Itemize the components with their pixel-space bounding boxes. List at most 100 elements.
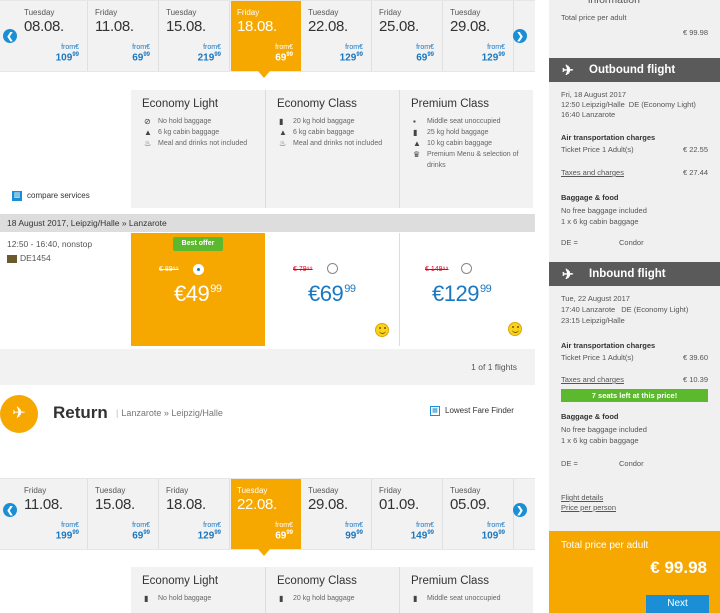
date-cell[interactable]: Tuesday 22.08. from€ 6999 bbox=[231, 479, 301, 549]
date: 22.08. bbox=[237, 496, 277, 513]
return-fare-class-column: Premium Class ▮ Middle seat unoccupied bbox=[399, 567, 533, 613]
fare-feature: ▮ 25 kg hold baggage bbox=[413, 128, 489, 137]
outbound-date-strip: Tuesday 08.08. from€ 10999 Friday 11.08. from€… bbox=[0, 0, 535, 72]
flight-details-link[interactable]: Flight details bbox=[561, 493, 604, 502]
takeoff-plane-icon: ✈ bbox=[562, 62, 574, 78]
date-cell[interactable]: Friday 01.09. from€ 14999 bbox=[373, 479, 443, 549]
weekday: Friday bbox=[24, 486, 47, 495]
date-cell[interactable]: Friday 25.08. from€ 6999 bbox=[373, 1, 443, 71]
date: 18.08. bbox=[166, 496, 206, 513]
inbound-date: Tue, 22 August 2017 bbox=[561, 294, 630, 303]
feature-icon: ▮ bbox=[279, 594, 284, 603]
baggage-title: Baggage & food bbox=[561, 193, 619, 202]
date: 11.08. bbox=[24, 496, 63, 513]
date-price: 21999 bbox=[197, 52, 221, 64]
fare-feature: ▪ Middle seat unoccupied bbox=[413, 117, 501, 126]
date-cell[interactable]: Friday 11.08. from€ 19999 bbox=[18, 479, 88, 549]
price-per-person-link[interactable]: Price per person bbox=[561, 503, 617, 512]
next-button[interactable]: Next bbox=[646, 595, 709, 613]
from-label: from€ bbox=[275, 522, 293, 529]
fare-radio[interactable] bbox=[461, 263, 472, 274]
fare-economy-class[interactable]: € 79⁹⁹ €6999 bbox=[266, 233, 400, 346]
date-price: 6999 bbox=[416, 52, 434, 64]
inbound-dep-row: 17:40 Lanzarote DE (Economy Light) bbox=[561, 305, 689, 314]
next-dates-arrow-icon[interactable]: ❯ bbox=[513, 29, 527, 43]
taxes-link[interactable]: Taxes and charges bbox=[561, 168, 624, 177]
taxes-value: € 27.44 bbox=[682, 168, 708, 177]
date-cell[interactable]: Friday 11.08. from€ 6999 bbox=[89, 1, 159, 71]
fare-economy-light[interactable]: Best offer € 89⁹⁹ €4999 bbox=[131, 233, 265, 346]
baggage-line: No free baggage included bbox=[561, 206, 647, 215]
return-title: Return bbox=[53, 403, 108, 422]
suitcase-icon: ▮ bbox=[413, 128, 418, 137]
compare-services-link[interactable]: ▥ compare services bbox=[12, 191, 90, 201]
total-price-footer: Total price per adult € 99.98 Next bbox=[549, 531, 720, 613]
prev-return-dates-arrow-icon[interactable]: ❮ bbox=[3, 503, 17, 517]
weekday: Tuesday bbox=[95, 486, 126, 495]
total-label: Total price per adult bbox=[561, 13, 627, 22]
date: 29.08. bbox=[308, 496, 348, 513]
landing-plane-icon: ✈ bbox=[0, 395, 38, 433]
weekday: Tuesday bbox=[450, 486, 481, 495]
fare-class-column: Premium Class ▪ Middle seat unoccupied ▮ 25 … bbox=[399, 90, 533, 208]
operator-code: DE = bbox=[561, 459, 578, 468]
fare-class-header: Economy Light ⊘ No hold baggage ▲ 6 kg cabin… bbox=[131, 90, 533, 208]
return-fare-class-column: Economy Class ▮ 20 kg hold baggage bbox=[265, 567, 399, 613]
fare-feature: ♨ Meal and drinks not included bbox=[279, 139, 383, 148]
date-cell[interactable]: Tuesday 29.08. from€ 12999 bbox=[444, 1, 514, 71]
return-route: | Lanzarote » Leipzig/Halle bbox=[116, 408, 223, 418]
date-cell[interactable]: Tuesday 22.08. from€ 12999 bbox=[302, 1, 372, 71]
outbound-flight-header: ✈ Outbound flight bbox=[549, 58, 720, 82]
date-cell[interactable]: Tuesday 08.08. from€ 10999 bbox=[18, 1, 88, 71]
old-price: € 79⁹⁹ bbox=[293, 266, 313, 273]
date-cell[interactable]: Friday 18.08. from€ 12999 bbox=[160, 479, 230, 549]
date-price: 6999 bbox=[275, 52, 293, 64]
date: 25.08. bbox=[379, 18, 419, 35]
fare-feature: ▮ 20 kg hold baggage bbox=[279, 117, 355, 126]
smiley-icon bbox=[375, 323, 389, 337]
from-label: from€ bbox=[275, 44, 293, 51]
date-price: 12999 bbox=[339, 52, 363, 64]
baggage-line: 1 x 6 kg cabin baggage bbox=[561, 217, 639, 226]
date-price: 19999 bbox=[55, 530, 79, 542]
fare-feature: ♨ Meal and drinks not included bbox=[144, 139, 248, 148]
date-cell[interactable]: Tuesday 05.09. from€ 10999 bbox=[444, 479, 514, 549]
date-cell[interactable]: Tuesday 15.08. from€ 6999 bbox=[89, 479, 159, 549]
meal-icon: ♨ bbox=[144, 139, 152, 148]
flight-selection-panel: Tuesday 08.08. from€ 10999 Friday 11.08. from€… bbox=[0, 0, 535, 613]
from-label: from€ bbox=[487, 44, 505, 51]
fare-class-column: Economy Light ⊘ No hold baggage ▲ 6 kg cabin… bbox=[131, 90, 265, 208]
lowest-fare-finder-link[interactable]: ▦ Lowest Fare Finder bbox=[430, 406, 514, 416]
selected-return-date-notch bbox=[258, 549, 270, 556]
operator-name: Condor bbox=[619, 459, 644, 468]
next-return-dates-arrow-icon[interactable]: ❯ bbox=[513, 503, 527, 517]
fare-radio[interactable] bbox=[327, 263, 338, 274]
fare-radio-selected[interactable] bbox=[193, 264, 204, 275]
baggage-line: 1 x 6 kg cabin baggage bbox=[561, 436, 639, 445]
weekday: Tuesday bbox=[308, 8, 339, 17]
fare-feature: ▮ Middle seat unoccupied bbox=[413, 594, 501, 603]
date: 18.08. bbox=[237, 18, 277, 35]
old-price: € 89⁹⁹ bbox=[159, 266, 179, 273]
prev-dates-arrow-icon[interactable]: ❮ bbox=[3, 29, 17, 43]
fare-class-name: Economy Light bbox=[142, 575, 219, 587]
information-title: information bbox=[588, 0, 640, 6]
ticket-label: Ticket Price 1 Adult(s) bbox=[561, 145, 634, 154]
fare-class-name: Economy Light bbox=[142, 98, 219, 110]
weekday: Tuesday bbox=[24, 8, 55, 17]
date-cell[interactable]: Tuesday 29.08. from€ 9999 bbox=[302, 479, 372, 549]
fare-class-name: Premium Class bbox=[411, 575, 489, 587]
date-cell[interactable]: Friday 18.08. from€ 6999 bbox=[231, 1, 301, 71]
fare-feature: ▮ No hold baggage bbox=[144, 594, 212, 603]
feature-icon: ▮ bbox=[144, 594, 149, 603]
best-offer-badge: Best offer bbox=[173, 237, 223, 251]
fare-feature: ▲ 6 kg cabin baggage bbox=[144, 128, 220, 137]
suitcase-icon: ▮ bbox=[279, 117, 284, 126]
from-label: from€ bbox=[203, 44, 221, 51]
fare-premium-class[interactable]: € 149⁹⁹ €12999 bbox=[400, 233, 534, 346]
taxes-link[interactable]: Taxes and charges bbox=[561, 375, 624, 384]
flight-count-bar: 1 of 1 flights bbox=[0, 349, 535, 385]
airline-logo-icon bbox=[7, 254, 17, 263]
outbound-arr: 16:40 Lanzarote bbox=[561, 110, 616, 119]
date-cell[interactable]: Tuesday 15.08. from€ 21999 bbox=[160, 1, 230, 71]
